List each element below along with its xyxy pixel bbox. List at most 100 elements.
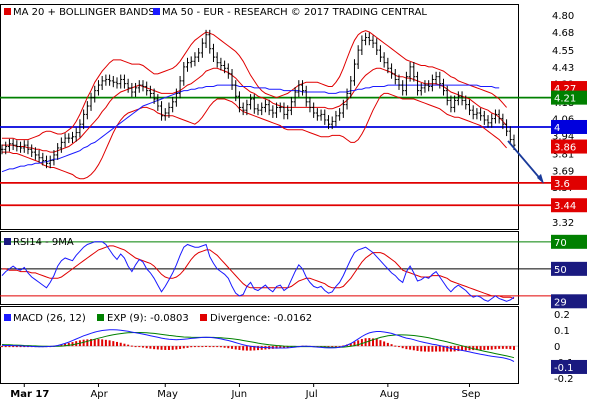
lower-band-line <box>2 92 507 180</box>
divergence-bar <box>156 346 159 350</box>
price-tick-label: 3.32 <box>552 218 574 229</box>
divergence-bar <box>171 346 174 350</box>
divergence-bar <box>431 346 434 352</box>
price-bar <box>122 74 126 89</box>
price-bar <box>211 43 215 62</box>
price-legend-ma50: MA 50 - EUR - RESEARCH © 2017 TRADING CE… <box>162 7 427 18</box>
divergence-bar <box>487 346 490 350</box>
price-bar <box>497 109 501 124</box>
divergence-bar <box>212 346 215 348</box>
divergence-bar <box>475 346 478 351</box>
rsi-9ma-line <box>2 245 515 300</box>
level-badge-text: 4.21 <box>554 94 576 105</box>
divergence-bar <box>112 341 115 347</box>
divergence-bar <box>383 341 386 347</box>
price-bar <box>0 144 4 155</box>
price-bar <box>193 52 197 67</box>
price-bar <box>345 88 349 110</box>
price-tick-label: 4.55 <box>552 46 574 57</box>
divergence-bar <box>134 346 137 348</box>
x-tick-label: Aug <box>380 389 400 400</box>
macd-line <box>1 329 515 362</box>
divergence-bar <box>8 346 11 348</box>
price-bar <box>189 56 193 68</box>
macd-legend: MACD (26, 12) EXP (9): -0.0803 Divergenc… <box>4 313 312 324</box>
price-bar <box>423 80 427 93</box>
divergence-bar <box>119 342 122 347</box>
price-bar <box>493 109 497 124</box>
divergence-bar <box>86 339 89 347</box>
price-bar <box>226 63 230 79</box>
price-bar <box>22 140 26 153</box>
price-bar <box>375 38 379 56</box>
divergence-bar <box>104 339 107 347</box>
price-bar <box>37 150 41 163</box>
rsi-badge-bg <box>551 261 587 276</box>
divergence-bar <box>423 346 426 352</box>
price-bar <box>215 52 219 68</box>
divergence-bar <box>390 344 393 347</box>
panel-frames <box>0 4 519 384</box>
price-tick-label: 4.80 <box>552 11 574 22</box>
price-bar <box>163 108 167 121</box>
macd-tick-label: 0 <box>554 342 560 353</box>
navy-square-icon <box>4 238 11 245</box>
price-bar <box>45 155 49 169</box>
divergence-bar <box>257 346 259 351</box>
price-bar <box>330 116 334 130</box>
red-square-icon <box>4 8 11 15</box>
divergence-bar <box>375 339 378 347</box>
price-bar <box>367 32 371 46</box>
divergence-bar <box>494 346 497 350</box>
price-bar <box>445 85 449 106</box>
price-bar <box>204 29 208 49</box>
price-bar <box>323 109 327 125</box>
price-bar <box>460 91 464 106</box>
price-bar <box>297 80 301 97</box>
divergence-bar <box>186 346 189 348</box>
price-bar <box>137 80 141 93</box>
price-badge: 3.86 <box>551 139 587 154</box>
blue-square-icon <box>153 8 160 15</box>
divergence-bar <box>490 346 493 350</box>
divergence-bar <box>231 346 234 349</box>
price-panel <box>0 29 552 207</box>
divergence-bar <box>123 343 126 347</box>
price-bar <box>371 35 375 49</box>
price-bar <box>156 94 160 111</box>
divergence-bar <box>167 346 170 350</box>
price-bar <box>404 71 408 96</box>
divergence-bar <box>479 346 482 350</box>
divergence-bar <box>438 346 441 352</box>
price-bar <box>430 74 434 92</box>
price-bar <box>252 94 256 114</box>
rsi-legend: RSI14 - 9MA <box>4 237 74 248</box>
blue-square-icon <box>4 314 11 321</box>
price-bar <box>130 82 134 97</box>
price-bar <box>93 85 97 103</box>
price-bar <box>442 78 446 96</box>
divergence-bar <box>71 342 74 347</box>
price-bar <box>408 61 412 82</box>
price-bar <box>360 35 364 56</box>
divergence-bar <box>349 343 352 347</box>
divergence-bar <box>386 342 389 347</box>
x-tick-label: Sep <box>461 389 480 400</box>
divergence-bar <box>82 339 85 347</box>
price-bar <box>434 71 438 85</box>
macd-badge-text: -0.1 <box>554 363 574 374</box>
divergence-bar <box>394 345 397 347</box>
divergence-bar <box>409 346 412 350</box>
price-bar <box>378 45 382 62</box>
divergence-bar <box>420 346 423 352</box>
price-bar <box>134 82 138 97</box>
divergence-bar <box>201 346 204 348</box>
price-badge-text: 4.27 <box>554 84 576 95</box>
price-bar <box>301 80 305 96</box>
x-tick-label: Mar 17 <box>10 389 49 400</box>
price-bar <box>85 101 89 120</box>
price-bar <box>33 147 37 160</box>
rsi-badge-text: 70 <box>554 238 567 249</box>
divergence-bar <box>405 346 408 350</box>
